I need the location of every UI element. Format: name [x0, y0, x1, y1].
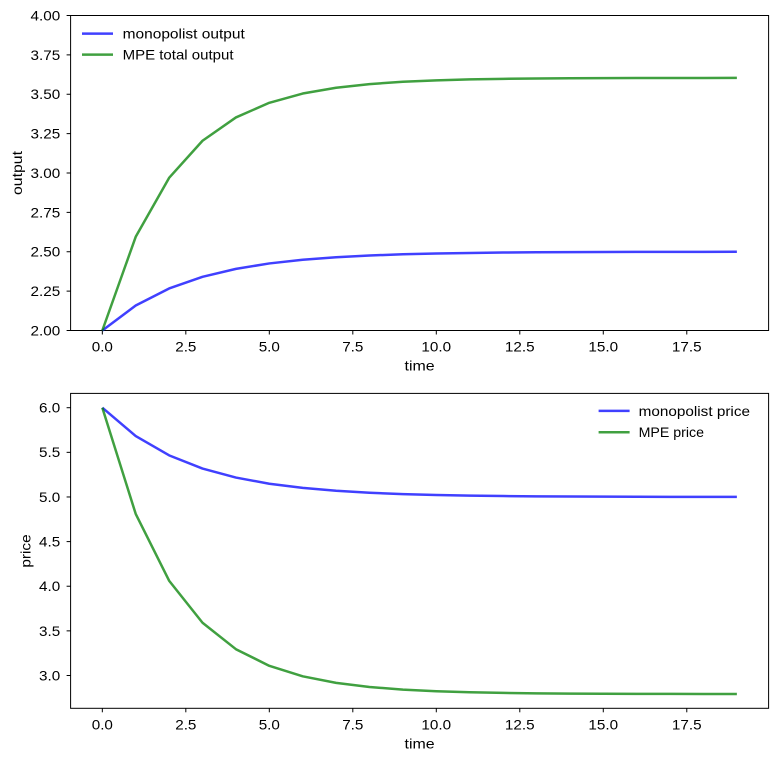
svg-text:0.0: 0.0: [92, 717, 114, 732]
svg-text:15.0: 15.0: [588, 340, 618, 355]
svg-text:10.0: 10.0: [421, 717, 451, 732]
svg-text:5.0: 5.0: [39, 490, 61, 505]
svg-text:15.0: 15.0: [588, 717, 618, 732]
svg-text:monopolist price: monopolist price: [639, 404, 750, 419]
svg-text:3.5: 3.5: [39, 624, 60, 639]
svg-text:5.5: 5.5: [39, 445, 60, 460]
svg-text:7.5: 7.5: [342, 340, 363, 355]
svg-text:2.25: 2.25: [31, 284, 61, 299]
svg-text:2.75: 2.75: [31, 205, 61, 220]
svg-text:0.0: 0.0: [92, 340, 114, 355]
svg-text:output: output: [10, 151, 25, 195]
svg-text:4.0: 4.0: [39, 579, 61, 594]
svg-text:2.5: 2.5: [175, 340, 196, 355]
svg-text:5.0: 5.0: [259, 340, 281, 355]
svg-text:12.5: 12.5: [505, 717, 535, 732]
svg-text:2.00: 2.00: [31, 323, 61, 338]
svg-text:4.5: 4.5: [39, 535, 60, 550]
svg-text:10.0: 10.0: [421, 340, 451, 355]
svg-text:3.25: 3.25: [31, 127, 61, 142]
svg-text:time: time: [405, 359, 435, 374]
svg-text:price: price: [19, 534, 34, 567]
svg-text:time: time: [405, 736, 435, 751]
svg-text:MPE price: MPE price: [639, 425, 704, 440]
svg-text:17.5: 17.5: [672, 340, 702, 355]
svg-text:17.5: 17.5: [672, 717, 702, 732]
svg-text:2.50: 2.50: [31, 245, 61, 260]
svg-text:12.5: 12.5: [505, 340, 535, 355]
svg-text:6.0: 6.0: [39, 401, 61, 416]
svg-text:3.00: 3.00: [31, 166, 61, 181]
svg-text:2.5: 2.5: [175, 717, 196, 732]
svg-text:3.50: 3.50: [31, 87, 61, 102]
svg-text:5.0: 5.0: [259, 717, 281, 732]
svg-text:MPE total output: MPE total output: [123, 48, 234, 63]
svg-text:3.75: 3.75: [31, 48, 61, 63]
svg-text:7.5: 7.5: [342, 717, 363, 732]
svg-text:4.00: 4.00: [31, 8, 61, 23]
svg-text:monopolist output: monopolist output: [123, 27, 245, 42]
svg-text:3.0: 3.0: [39, 668, 61, 683]
